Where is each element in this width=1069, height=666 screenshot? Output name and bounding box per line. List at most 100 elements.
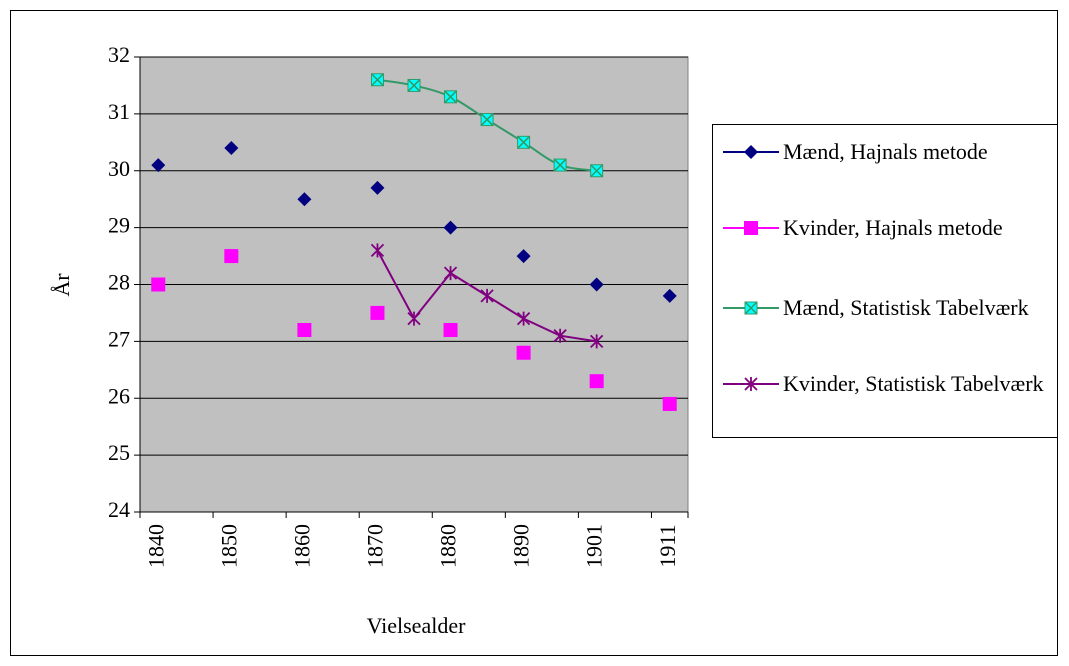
marker-shape bbox=[480, 288, 494, 303]
marker bbox=[589, 374, 604, 389]
legend-swatch bbox=[723, 377, 779, 391]
marker-shape bbox=[443, 323, 458, 337]
y-tick-label: 28 bbox=[108, 270, 130, 295]
marker-shape bbox=[370, 73, 384, 87]
marker-shape bbox=[662, 396, 677, 411]
marker-shape bbox=[589, 374, 604, 389]
marker bbox=[744, 377, 758, 391]
marker-shape bbox=[516, 345, 531, 360]
marker bbox=[370, 305, 385, 320]
marker bbox=[444, 90, 458, 104]
marker bbox=[662, 288, 677, 303]
marker bbox=[744, 301, 758, 315]
marker-shape bbox=[480, 113, 494, 127]
marker bbox=[151, 158, 166, 173]
x-tick-label: 1840 bbox=[143, 524, 168, 568]
legend-entry: Kvinder, Hajnals metode bbox=[719, 215, 1053, 241]
marker-shape bbox=[744, 301, 758, 315]
legend-swatch bbox=[723, 145, 779, 159]
marker-shape bbox=[443, 220, 458, 235]
x-tick-label: 1901 bbox=[582, 524, 607, 568]
marker-shape bbox=[744, 145, 758, 159]
marker-shape bbox=[224, 141, 239, 155]
marker bbox=[517, 135, 531, 149]
x-tick-label: 1890 bbox=[509, 524, 534, 568]
x-tick-label: 1860 bbox=[289, 524, 314, 568]
y-tick-label: 25 bbox=[108, 440, 130, 465]
marker-shape bbox=[553, 158, 567, 172]
marker-shape bbox=[297, 323, 312, 337]
marker bbox=[480, 288, 494, 303]
legend-entry: Kvinder, Statistisk Tabelværk bbox=[719, 371, 1053, 397]
y-tick-label: 30 bbox=[108, 156, 130, 181]
marker-shape bbox=[516, 249, 531, 264]
marker bbox=[744, 145, 758, 159]
marker bbox=[370, 243, 385, 258]
marker bbox=[370, 180, 385, 195]
marker bbox=[297, 192, 312, 207]
y-tick-label: 31 bbox=[108, 99, 130, 124]
marker bbox=[662, 396, 677, 411]
marker-shape bbox=[590, 164, 604, 178]
legend-label: Kvinder, Hajnals metode bbox=[783, 215, 1003, 240]
marker-shape bbox=[516, 311, 531, 326]
y-axis-title: År bbox=[49, 273, 74, 297]
marker bbox=[516, 311, 531, 326]
x-axis-title: Vielsealder bbox=[367, 613, 467, 638]
marker bbox=[553, 328, 567, 343]
x-tick-label: 1870 bbox=[363, 524, 388, 568]
marker bbox=[589, 277, 604, 292]
marker bbox=[744, 221, 758, 235]
y-tick-label: 32 bbox=[108, 42, 130, 67]
marker bbox=[480, 113, 494, 127]
marker-shape bbox=[590, 334, 604, 349]
legend-swatch bbox=[723, 221, 779, 235]
marker-shape bbox=[662, 288, 677, 303]
marker-shape bbox=[370, 243, 385, 258]
y-tick-label: 29 bbox=[108, 213, 130, 238]
marker-shape bbox=[151, 277, 166, 292]
marker-shape bbox=[224, 249, 239, 264]
x-tick-label: 1911 bbox=[655, 524, 680, 567]
marker-shape bbox=[370, 180, 385, 195]
marker-shape bbox=[407, 78, 421, 92]
marker-shape bbox=[744, 221, 758, 235]
legend-swatch bbox=[723, 301, 779, 315]
y-tick-label: 24 bbox=[108, 497, 130, 522]
marker bbox=[443, 323, 458, 337]
x-tick-label: 1850 bbox=[216, 524, 241, 568]
marker bbox=[516, 249, 531, 264]
marker bbox=[224, 249, 239, 264]
legend-label: Mænd, Hajnals metode bbox=[783, 139, 988, 164]
marker-shape bbox=[517, 135, 531, 149]
marker bbox=[553, 158, 567, 172]
marker-shape bbox=[151, 158, 166, 173]
legend-label: Mænd, Statistisk Tabelværk bbox=[783, 295, 1029, 320]
marker bbox=[443, 220, 458, 235]
x-tick-label: 1880 bbox=[436, 524, 461, 568]
marker-shape bbox=[589, 277, 604, 292]
marker bbox=[443, 266, 458, 281]
marker-shape bbox=[407, 311, 421, 326]
marker bbox=[407, 311, 421, 326]
marker-shape bbox=[443, 266, 458, 281]
marker bbox=[407, 78, 421, 92]
marker-shape bbox=[370, 305, 385, 320]
marker bbox=[224, 141, 239, 155]
y-tick-label: 26 bbox=[108, 383, 130, 408]
marker bbox=[516, 345, 531, 360]
legend-label: Kvinder, Statistisk Tabelværk bbox=[783, 371, 1044, 396]
y-tick-label: 27 bbox=[108, 326, 130, 351]
marker bbox=[590, 334, 604, 349]
legend-entry: Mænd, Hajnals metode bbox=[719, 139, 1053, 165]
marker-shape bbox=[297, 192, 312, 207]
marker-shape bbox=[744, 377, 758, 391]
marker bbox=[151, 277, 166, 292]
legend: Mænd, Hajnals metode Kvinder, Hajnals met… bbox=[712, 124, 1058, 438]
marker-shape bbox=[444, 90, 458, 104]
legend-entry: Mænd, Statistisk Tabelværk bbox=[719, 295, 1053, 321]
marker bbox=[370, 73, 384, 87]
marker bbox=[297, 323, 312, 337]
marker bbox=[590, 164, 604, 178]
